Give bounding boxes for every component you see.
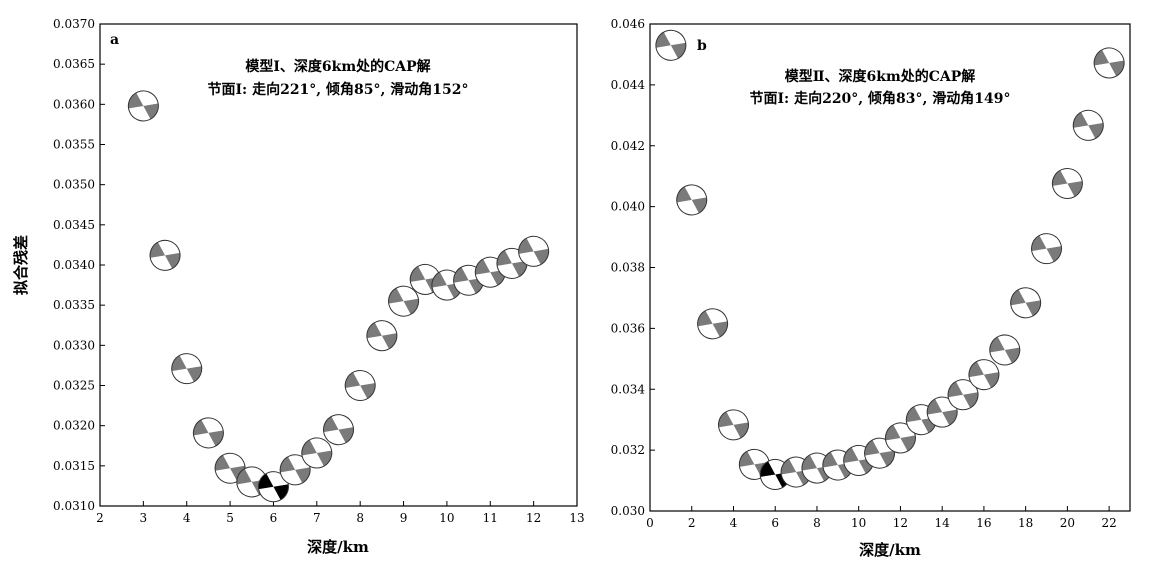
- x-tick-label: 9: [400, 511, 408, 525]
- y-tick-label: 0.0370: [53, 17, 95, 31]
- x-tick-label: 10: [851, 516, 866, 530]
- y-tick-label: 0.038: [611, 261, 645, 275]
- panel-a-annotation-line2: 节面Ⅰ: 走向221°, 倾角85°, 滑动角152°: [207, 81, 468, 98]
- x-tick-label: 3: [140, 511, 148, 525]
- beachball-point: [672, 183, 712, 216]
- y-tick-label: 0.0310: [53, 499, 95, 513]
- x-tick-label: 16: [976, 516, 991, 530]
- x-tick-label: 8: [813, 516, 821, 530]
- panel-b-x-axis: 0 2 4 6 8 10 12 14 16 18 20 22: [646, 506, 1117, 530]
- panel-a-x-axis: 2 3 4 5 6 7 8 9 10 11 12 13: [96, 501, 585, 525]
- x-tick-label: 2: [688, 516, 696, 530]
- x-tick-label: 5: [226, 511, 234, 525]
- y-tick-label: 0.0355: [53, 138, 95, 152]
- x-tick-label: 12: [526, 511, 541, 525]
- panel-b-y-axis: 0.030 0.032 0.034 0.036 0.038 0.040 0.042 0.044…: [611, 17, 655, 518]
- x-tick-label: 11: [483, 511, 498, 525]
- y-tick-label: 0.030: [611, 504, 645, 518]
- beachball-point: [167, 352, 207, 385]
- x-tick-label: 6: [270, 511, 278, 525]
- panel-b-letter: b: [697, 38, 707, 54]
- beachball-point: [713, 408, 754, 441]
- y-tick-label: 0.0325: [53, 379, 95, 393]
- x-tick-label: 7: [313, 511, 321, 525]
- y-tick-label: 0.0335: [53, 298, 95, 312]
- beachball-point: [693, 307, 733, 340]
- x-tick-label: 22: [1101, 516, 1116, 530]
- y-tick-label: 0.042: [611, 139, 645, 153]
- panel-a-points: [123, 89, 554, 503]
- beachball-point: [1047, 167, 1087, 200]
- x-tick-label: 8: [356, 511, 364, 525]
- y-tick-label: 0.0365: [53, 57, 95, 71]
- panel-b: 0.030 0.032 0.034 0.036 0.038 0.040 0.042 0.044…: [611, 17, 1131, 559]
- x-tick-label: 4: [730, 516, 738, 530]
- y-tick-label: 0.034: [611, 382, 646, 396]
- beachball-point: [1089, 47, 1129, 79]
- y-tick-label: 0.0330: [53, 338, 95, 352]
- y-tick-label: 0.0350: [53, 178, 95, 192]
- panel-a-y-title: 拟合残差: [12, 235, 30, 295]
- y-tick-label: 0.046: [611, 17, 645, 31]
- beachball-point: [188, 416, 228, 449]
- y-tick-label: 0.044: [611, 78, 646, 92]
- y-tick-label: 0.0320: [53, 419, 95, 433]
- x-tick-label: 6: [771, 516, 779, 530]
- y-tick-label: 0.0345: [53, 218, 95, 232]
- x-tick-label: 12: [893, 516, 908, 530]
- beachball-point: [1068, 109, 1108, 142]
- x-tick-label: 13: [569, 511, 584, 525]
- x-tick-label: 0: [646, 516, 654, 530]
- x-tick-label: 2: [96, 511, 104, 525]
- panel-b-x-title: 深度/km: [859, 541, 921, 559]
- x-tick-label: 20: [1060, 516, 1075, 530]
- y-tick-label: 0.0315: [53, 459, 95, 473]
- beachball-point: [362, 319, 402, 352]
- panel-a-annotation-line1: 模型Ⅰ、深度6km处的CAP解: [245, 58, 430, 75]
- y-tick-label: 0.032: [611, 443, 645, 457]
- beachball-point: [340, 369, 380, 402]
- beachball-point: [1006, 286, 1046, 319]
- beachball-point: [651, 29, 691, 62]
- x-tick-label: 18: [1018, 516, 1033, 530]
- panel-a-x-title: 深度/km: [307, 538, 369, 556]
- x-tick-label: 4: [183, 511, 191, 525]
- y-tick-label: 0.0340: [53, 258, 95, 272]
- x-tick-label: 14: [935, 516, 951, 530]
- panel-a-y-axis: 0.0310 0.0315 0.0320 0.0325 0.0330 0.0335 0.03…: [53, 17, 105, 513]
- beachball-point: [1026, 232, 1067, 265]
- panel-b-annotation-line1: 模型Ⅱ、深度6km处的CAP解: [785, 68, 976, 85]
- x-tick-label: 10: [439, 511, 454, 525]
- y-tick-label: 0.0360: [53, 97, 95, 111]
- panel-a-letter: a: [110, 32, 119, 48]
- y-tick-label: 0.036: [611, 321, 645, 335]
- panel-b-annotation-line2: 节面Ⅰ: 走向220°, 倾角83°, 滑动角149°: [749, 90, 1010, 107]
- beachball-point: [145, 239, 185, 272]
- y-tick-label: 0.040: [611, 200, 645, 214]
- beachball-point: [123, 89, 163, 122]
- panel-a: 0.0310 0.0315 0.0320 0.0325 0.0330 0.0335 0.03…: [12, 17, 585, 556]
